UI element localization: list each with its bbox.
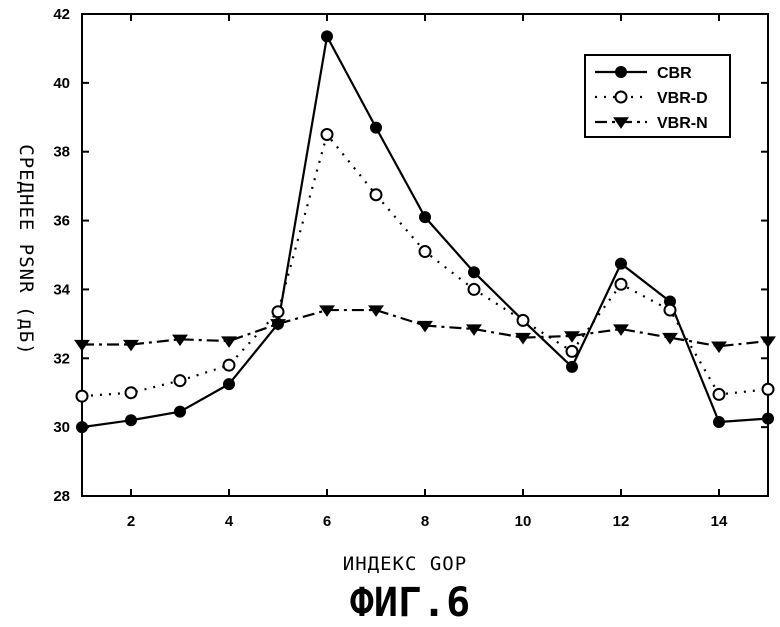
data-point (77, 391, 88, 402)
y-tick-label: 36 (53, 213, 70, 230)
data-point (273, 306, 284, 317)
y-tick-label: 40 (53, 75, 70, 92)
data-point (420, 212, 431, 223)
legend-label: VBR-D (657, 90, 708, 107)
x-tick-label: 8 (421, 513, 429, 530)
x-tick-label: 10 (515, 513, 532, 530)
data-point (175, 375, 186, 386)
data-point (126, 415, 137, 426)
data-point (322, 129, 333, 140)
y-axis-title: СРЕДНЕЕ PSNR (дБ) (15, 144, 37, 355)
y-tick-label: 42 (53, 6, 70, 23)
data-point (518, 315, 529, 326)
data-point (322, 31, 333, 42)
data-point (761, 337, 775, 347)
legend: CBR VBR-D VBR-N (585, 55, 730, 137)
series-line-vbr-d (82, 135, 768, 397)
data-point (469, 284, 480, 295)
data-point (616, 279, 627, 290)
x-tick-label: 14 (711, 513, 728, 530)
data-point (126, 387, 137, 398)
data-point (224, 360, 235, 371)
y-tick-label: 28 (53, 488, 70, 505)
legend-label: VBR-N (657, 115, 708, 132)
y-tick-label: 30 (53, 419, 70, 436)
x-tick-label: 4 (225, 513, 234, 530)
data-point (469, 267, 480, 278)
legend-label: CBR (657, 65, 692, 82)
x-axis-title: ИНДЕКС GOP (343, 553, 467, 575)
data-point (371, 122, 382, 133)
data-point (763, 413, 774, 424)
y-tick-label: 32 (53, 350, 70, 367)
data-point (714, 389, 725, 400)
legend-marker (616, 92, 627, 103)
data-point (616, 258, 627, 269)
data-point (567, 361, 578, 372)
data-point (665, 305, 676, 316)
data-point (175, 406, 186, 417)
data-point (714, 416, 725, 427)
data-point (371, 189, 382, 200)
series-vbr-d (77, 129, 774, 402)
legend-marker (616, 67, 627, 78)
x-tick-label: 2 (127, 513, 135, 530)
data-point (763, 384, 774, 395)
x-tick-label: 12 (613, 513, 630, 530)
data-point (712, 342, 726, 352)
data-point (567, 346, 578, 357)
x-tick-label: 6 (323, 513, 331, 530)
figure-caption: ФИГ.6 (350, 580, 470, 626)
y-tick-label: 38 (53, 144, 70, 161)
data-point (420, 246, 431, 257)
data-point (224, 379, 235, 390)
data-point (77, 422, 88, 433)
y-tick-label: 34 (53, 281, 70, 298)
